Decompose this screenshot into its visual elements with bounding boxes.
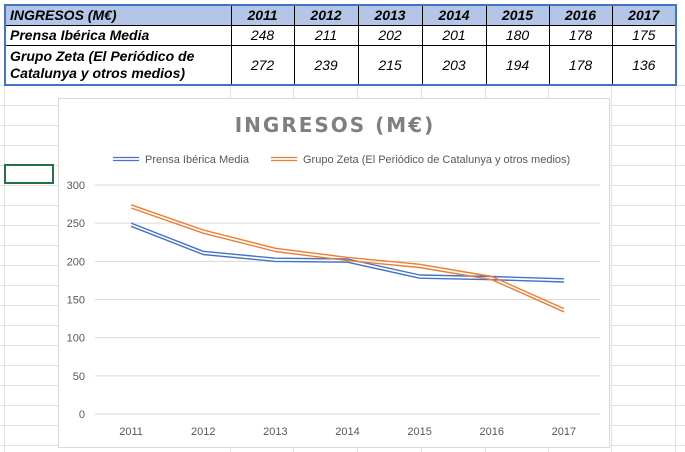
year-header-2017[interactable]: 2017: [611, 4, 677, 26]
cell-value[interactable]: 202: [357, 25, 423, 46]
cell-value[interactable]: 180: [485, 25, 550, 46]
year-header-2013[interactable]: 2013: [357, 4, 423, 26]
x-tick-label: 2017: [552, 426, 576, 438]
chart-canvas: INGRESOS (M€) Prensa Ibérica Media Grupo Z…: [67, 113, 600, 438]
cell-value[interactable]: 203: [421, 45, 487, 86]
y-tick-label: 0: [79, 409, 85, 421]
cell-value[interactable]: 248: [230, 25, 295, 46]
year-header-2015[interactable]: 2015: [485, 4, 550, 26]
table-header-label[interactable]: INGRESOS (M€): [4, 4, 232, 26]
series-line: [130, 204, 565, 310]
cell-value[interactable]: 239: [293, 45, 359, 86]
y-tick-label: 100: [67, 333, 85, 345]
selected-cell[interactable]: [4, 164, 54, 184]
cell-value[interactable]: 175: [611, 25, 677, 46]
series-line: [130, 225, 564, 283]
table-row: Prensa Ibérica Media 248 211 202 201 180…: [4, 25, 677, 46]
cell-value[interactable]: 194: [485, 45, 550, 86]
legend-label: Prensa Ibérica Media: [145, 154, 250, 166]
x-tick-label: 2014: [335, 426, 359, 438]
table-row: Grupo Zeta (El Periódico de Catalunya y …: [4, 45, 677, 86]
chart-title: INGRESOS (M€): [235, 113, 436, 137]
cell-value[interactable]: 178: [548, 45, 613, 86]
cell-value[interactable]: 136: [611, 45, 677, 86]
y-tick-label: 250: [67, 218, 85, 230]
y-tick-label: 150: [67, 295, 85, 307]
y-tick-label: 200: [67, 256, 85, 268]
y-tick-label: 50: [73, 371, 85, 383]
cell-value[interactable]: 201: [421, 25, 487, 46]
cell-value[interactable]: 272: [230, 45, 295, 86]
line-chart[interactable]: INGRESOS (M€) Prensa Ibérica Media Grupo Z…: [58, 98, 610, 448]
year-header-2016[interactable]: 2016: [548, 4, 613, 26]
x-tick-label: 2016: [480, 426, 504, 438]
series-line: [130, 207, 565, 313]
year-header-2012[interactable]: 2012: [293, 4, 359, 26]
year-header-2011[interactable]: 2011: [230, 4, 295, 26]
x-tick-label: 2013: [263, 426, 287, 438]
year-header-2014[interactable]: 2014: [421, 4, 487, 26]
cell-value[interactable]: 211: [293, 25, 359, 46]
cell-value[interactable]: 215: [357, 45, 423, 86]
revenue-table: INGRESOS (M€) 2011 2012 2013 2014 2015 2…: [4, 4, 677, 86]
y-tick-label: 300: [67, 180, 85, 192]
row-label-prensa-iberica[interactable]: Prensa Ibérica Media: [4, 25, 232, 46]
x-tick-label: 2015: [407, 426, 431, 438]
table-header-row: INGRESOS (M€) 2011 2012 2013 2014 2015 2…: [4, 4, 677, 26]
legend-label: Grupo Zeta (El Periódico de Catalunya y …: [303, 154, 570, 166]
cell-value[interactable]: 178: [548, 25, 613, 46]
x-tick-label: 2011: [119, 426, 143, 438]
row-label-grupo-zeta[interactable]: Grupo Zeta (El Periódico de Catalunya y …: [4, 45, 232, 86]
x-tick-label: 2012: [191, 426, 215, 438]
